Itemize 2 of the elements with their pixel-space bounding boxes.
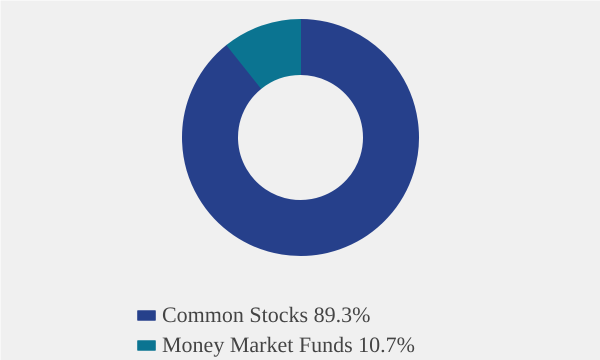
legend-label: Common Stocks 89.3% — [162, 302, 370, 328]
legend-label: Money Market Funds 10.7% — [162, 332, 415, 358]
